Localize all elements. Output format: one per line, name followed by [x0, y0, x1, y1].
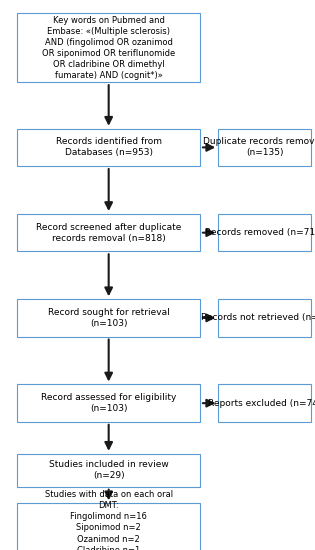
- Text: Duplicate records removed
(n=135): Duplicate records removed (n=135): [203, 138, 315, 157]
- Text: Reports excluded (n=74): Reports excluded (n=74): [208, 399, 315, 408]
- Text: Record sought for retrieval
(n=103): Record sought for retrieval (n=103): [48, 308, 169, 328]
- Text: Records identified from
Databases (n=953): Records identified from Databases (n=953…: [56, 138, 162, 157]
- FancyBboxPatch shape: [218, 299, 311, 337]
- Text: Studies included in review
(n=29): Studies included in review (n=29): [49, 460, 169, 480]
- FancyBboxPatch shape: [17, 299, 200, 337]
- FancyBboxPatch shape: [17, 454, 200, 487]
- FancyBboxPatch shape: [218, 384, 311, 422]
- Text: Key words on Pubmed and
Embase: «(Multiple sclerosis)
AND (fingolimod OR ozanimo: Key words on Pubmed and Embase: «(Multip…: [42, 15, 175, 80]
- Text: Records not retrieved (n=0): Records not retrieved (n=0): [201, 314, 315, 322]
- FancyBboxPatch shape: [17, 503, 200, 550]
- FancyBboxPatch shape: [17, 214, 200, 251]
- FancyBboxPatch shape: [218, 214, 311, 251]
- Text: Records removed (n=715): Records removed (n=715): [205, 228, 315, 237]
- FancyBboxPatch shape: [17, 14, 200, 82]
- FancyBboxPatch shape: [218, 129, 311, 166]
- Text: Record screened after duplicate
records removal (n=818): Record screened after duplicate records …: [36, 223, 181, 243]
- Text: Studies with data on each oral
DMT:
Fingolimond n=16
Siponimod n=2
Ozanimod n=2
: Studies with data on each oral DMT: Fing…: [45, 490, 173, 550]
- FancyBboxPatch shape: [17, 129, 200, 166]
- FancyBboxPatch shape: [17, 384, 200, 422]
- Text: Record assessed for eligibility
(n=103): Record assessed for eligibility (n=103): [41, 393, 176, 413]
